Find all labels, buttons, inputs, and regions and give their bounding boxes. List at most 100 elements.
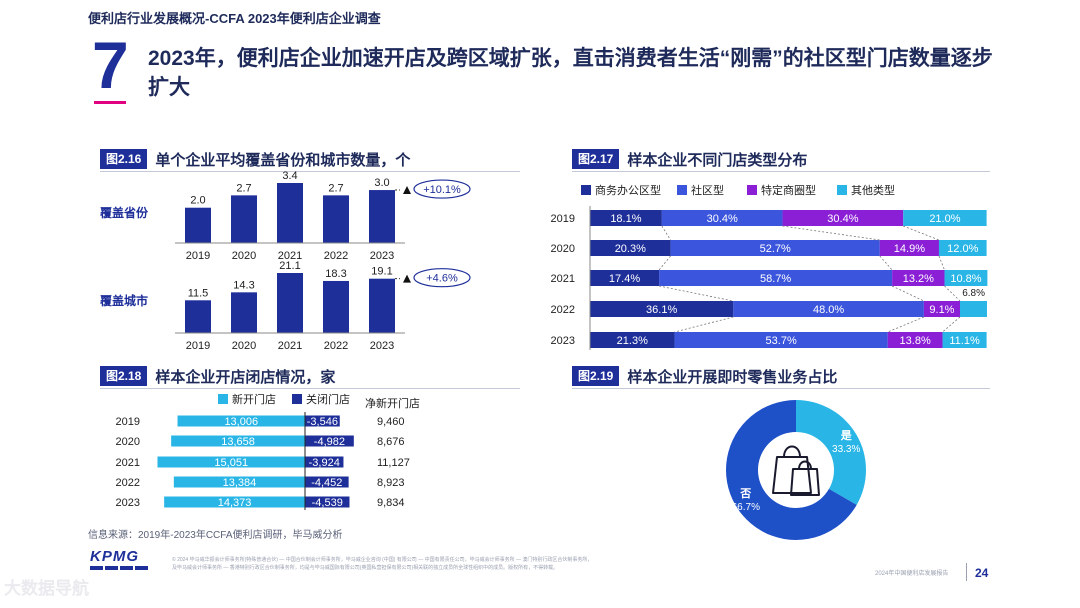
close-value-label: -3,546 xyxy=(307,416,338,428)
fig217-seg-2022-3 xyxy=(960,301,987,317)
fig218-tick-label: 2021 xyxy=(116,457,140,469)
cities-growth-badge xyxy=(413,268,471,288)
fig218-chart: 新开门店 关闭门店 净新开门店 2019 13,006 -3,546 9,460 2020 13… xyxy=(116,392,420,510)
provinces-bar-2021 xyxy=(277,183,303,243)
fig217-tick-label: 2021 xyxy=(551,273,575,285)
fig216-title: 单个企业平均覆盖省份和城市数量，个 xyxy=(155,151,411,169)
legal-line-2: 及毕马威会计师事务所 — 香港特别行政区合伙制事务所，均是与毕马威国际有限公司(… xyxy=(172,565,559,571)
open-value-label: 13,006 xyxy=(224,416,258,428)
fig217-seg-2023-0 xyxy=(590,332,675,348)
fig217-value-label: 30.4% xyxy=(707,213,738,225)
legend-label-2: 特定商圈型 xyxy=(761,183,816,197)
fig217-seg-2022-0 xyxy=(590,301,734,317)
fig217-seg-2022-2 xyxy=(923,301,961,317)
bag-front-body xyxy=(790,468,820,496)
open-bar-2022 xyxy=(173,476,305,488)
watermark: 大数据导航 xyxy=(4,579,89,598)
page-title: 2023年，便利店企业加速开店及跨区域扩张，直击消费者生活“刚需”的社区型门店数… xyxy=(148,47,993,99)
bag-front-handle xyxy=(798,460,812,470)
fig216-provinces-label: 覆盖省份 xyxy=(100,206,149,220)
provinces-up-arrow-icon xyxy=(403,186,411,195)
cities-bar-2019 xyxy=(185,300,211,333)
net-header: 净新开门店 xyxy=(365,396,420,410)
fig217-tag: 图2.17 xyxy=(572,149,620,169)
report-name: 2024年中国便利店发展报告 xyxy=(875,571,949,577)
fig217-seg-2023-2 xyxy=(887,332,943,348)
legend-swatch-2 xyxy=(747,185,757,195)
fig217-connector xyxy=(879,255,893,271)
close-value-label: -4,539 xyxy=(312,497,343,509)
fig217-seg-2019-1 xyxy=(661,210,783,226)
open-value-label: 13,384 xyxy=(223,477,257,489)
fig217-value-label: 10.8% xyxy=(950,273,981,285)
fig217-connector xyxy=(674,316,734,333)
cities-value-label: 18.3 xyxy=(325,268,346,280)
cities-value-label: 19.1 xyxy=(371,266,392,278)
section-number: 7 xyxy=(92,28,129,102)
fig217-connector xyxy=(658,285,734,302)
legend-label-1: 社区型 xyxy=(691,183,724,197)
fig216-cities-label: 覆盖城市 xyxy=(100,294,149,308)
kpmg-logo-text: KPMG xyxy=(90,548,139,565)
open-bar-2021 xyxy=(157,456,305,468)
fig217-value-label: 13.2% xyxy=(903,273,934,285)
pie-category-label: 是 xyxy=(840,429,853,442)
page-separator xyxy=(966,563,967,581)
fig216-chart: 2.0 2019 2.7 2020 3.4 2021 2.7 2022 3.0 2023 +10.1… xyxy=(175,170,471,352)
fig217-connector xyxy=(887,316,925,333)
close-value-label: -4,452 xyxy=(311,477,342,489)
legend-label-3: 其他类型 xyxy=(851,183,895,197)
legend-label-open: 新开门店 xyxy=(232,392,276,406)
cities-bar-2022 xyxy=(323,280,349,333)
net-value-label: 9,834 xyxy=(377,497,405,509)
cities-tick-label: 2021 xyxy=(278,340,302,352)
fig217-title-bar: 图2.17 样本企业不同门店类型分布 xyxy=(572,148,807,170)
fig217-connector xyxy=(658,255,671,271)
cities-tick-label: 2022 xyxy=(324,340,348,352)
fig217-value-label: 30.4% xyxy=(827,213,858,225)
fig219-tag: 图2.19 xyxy=(572,366,620,386)
fig218-title: 样本企业开店闭店情况，家 xyxy=(155,368,336,386)
fig217-connector xyxy=(903,225,940,241)
fig217-value-label: 12.0% xyxy=(947,243,978,255)
cities-value-label: 11.5 xyxy=(188,287,209,299)
fig217-value-label: 53.7% xyxy=(766,335,797,347)
legend-swatch-open xyxy=(218,394,228,404)
fig217-seg-2023-3 xyxy=(942,332,987,348)
provinces-tick-label: 2021 xyxy=(278,250,302,262)
cities-bar-2020 xyxy=(231,292,257,333)
fig217-value-label: 48.0% xyxy=(813,304,844,316)
fig217-seg-2020-3 xyxy=(938,240,987,256)
legal-notice: © 2024 毕马威华振会计师事务所(特殊普通合伙) — 中国合伙制会计师事务所… xyxy=(172,556,772,572)
fig217-seg-2021-2 xyxy=(892,270,945,286)
fig217-seg-2019-0 xyxy=(590,210,662,226)
provinces-tick-label: 2022 xyxy=(324,250,348,262)
fig218-tick-label: 2023 xyxy=(116,497,140,509)
pie-value-label: 66.7% xyxy=(732,502,760,513)
fig217-connector xyxy=(661,225,671,241)
cities-value-label: 14.3 xyxy=(233,279,254,291)
fig218-title-bar: 图2.18 样本企业开店闭店情况，家 xyxy=(100,365,335,387)
fig217-value-label: 14.9% xyxy=(894,243,925,255)
fig217-value-label: 9.1% xyxy=(929,304,954,316)
fig217-value-label: 20.3% xyxy=(615,243,646,255)
fig218-tick-label: 2019 xyxy=(116,416,140,428)
cities-tick-label: 2023 xyxy=(370,340,394,352)
provinces-value-label: 3.4 xyxy=(282,170,297,182)
fig218-tag: 图2.18 xyxy=(100,366,148,386)
open-value-label: 14,373 xyxy=(218,497,252,509)
fig217-tick-label: 2019 xyxy=(551,213,575,225)
fig216-tag: 图2.16 xyxy=(100,149,148,169)
fig217-seg-2020-1 xyxy=(670,240,880,256)
fig217-seg-2020-2 xyxy=(879,240,939,256)
legend-swatch-close xyxy=(292,394,302,404)
breadcrumb: 便利店行业发展概况-CCFA 2023年便利店企业调查 xyxy=(88,11,381,26)
fig219-title-bar: 图2.19 样本企业开展即时零售业务占比 xyxy=(572,365,837,387)
net-value-label: 8,676 xyxy=(377,436,405,448)
fig217-seg-2022-1 xyxy=(733,301,924,317)
fig218-tick-label: 2020 xyxy=(116,436,140,448)
fig217-tick-label: 2020 xyxy=(551,243,575,255)
provinces-tick-label: 2019 xyxy=(186,250,210,262)
fig217-divider xyxy=(572,171,990,172)
fig217-value-label: 18.1% xyxy=(610,213,641,225)
